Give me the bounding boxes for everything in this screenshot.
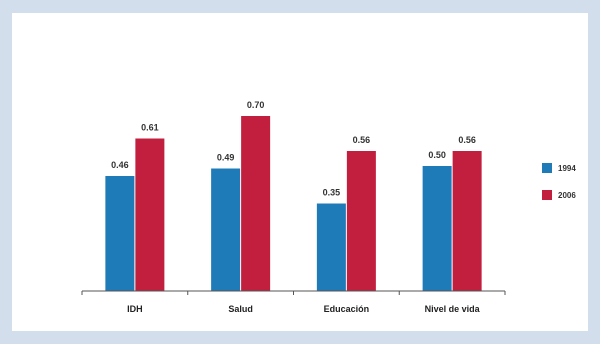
data-label: 0.49 <box>217 153 235 163</box>
category-label: Nivel de vida <box>425 304 481 314</box>
data-label: 0.50 <box>428 150 446 160</box>
bar-2006-salud <box>241 116 271 291</box>
legend-swatch-1994 <box>542 163 552 173</box>
bar-1994-idh <box>105 176 135 291</box>
bar-1994-educación <box>316 203 346 291</box>
legend-label-2006: 2006 <box>558 191 576 200</box>
data-label: 0.70 <box>247 100 265 110</box>
category-label: Salud <box>228 304 253 314</box>
bar-2006-idh <box>135 138 165 291</box>
legend-swatch-2006 <box>542 190 552 200</box>
data-label: 0.61 <box>141 123 159 133</box>
data-label: 0.56 <box>353 135 371 145</box>
bar-1994-salud <box>211 168 241 291</box>
chart-panel: 0.46 0.61 IDH 0.49 0.70 Salud 0.35 0.56 Educació… <box>12 13 588 331</box>
bar-chart: 0.46 0.61 IDH 0.49 0.70 Salud 0.35 0.56 Educació… <box>81 100 576 314</box>
category-label: IDH <box>127 304 143 314</box>
legend-label-1994: 1994 <box>558 164 576 173</box>
bar-2006-nivel-de-vida <box>452 151 482 291</box>
data-label: 0.35 <box>323 188 341 198</box>
bar-2006-educación <box>346 151 376 291</box>
category-label: Educación <box>324 304 370 314</box>
bar-1994-nivel-de-vida <box>422 166 452 291</box>
data-label: 0.46 <box>111 160 129 170</box>
data-label: 0.56 <box>458 135 476 145</box>
